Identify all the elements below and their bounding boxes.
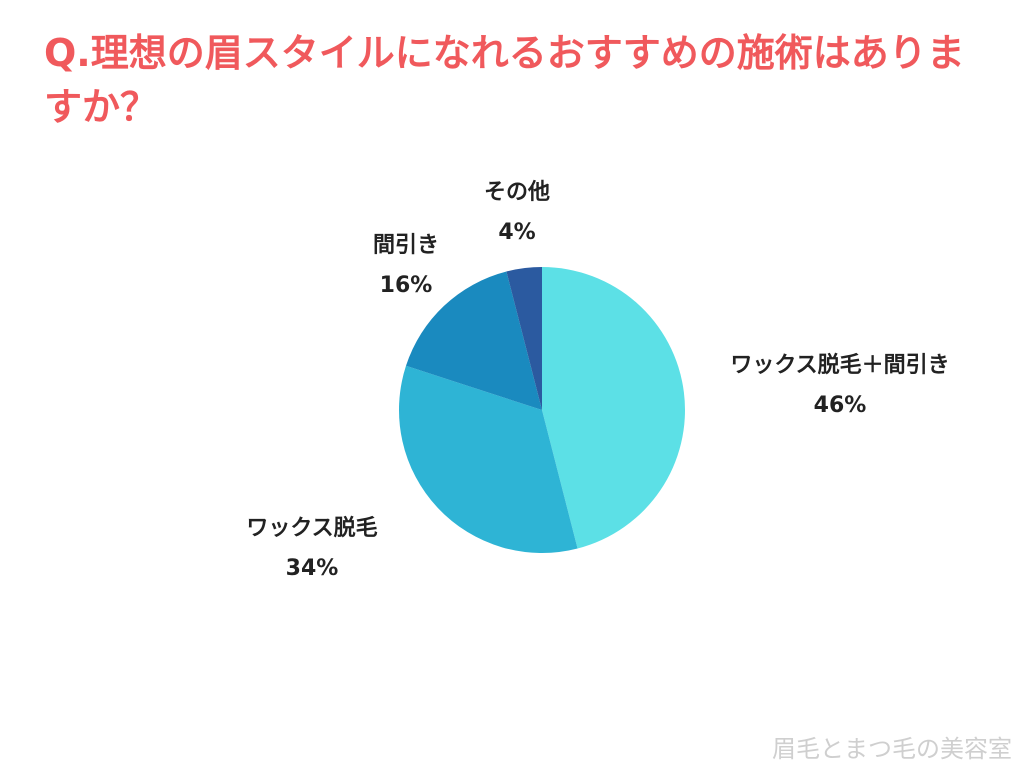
chart-title: Q.理想の眉スタイルになれるおすすめの施術はありますか？ [44, 31, 965, 129]
pie-slice [405, 271, 542, 410]
pie-slice [542, 267, 685, 549]
slice-label: 間引き [373, 233, 439, 258]
value-label: 16% [380, 273, 433, 298]
pie-slice [398, 365, 578, 553]
value-label: 34% [286, 556, 339, 581]
slice-label: その他 [484, 180, 550, 205]
slice-label: ワックス脱毛＋間引き [730, 353, 949, 378]
value-label: 4% [498, 220, 535, 245]
value-label: 46% [814, 393, 867, 418]
pie-slice [506, 267, 542, 410]
watermark: 眉毛とまつ毛の美容室 [772, 735, 1012, 763]
slice-label: ワックス脱毛 [246, 516, 377, 541]
